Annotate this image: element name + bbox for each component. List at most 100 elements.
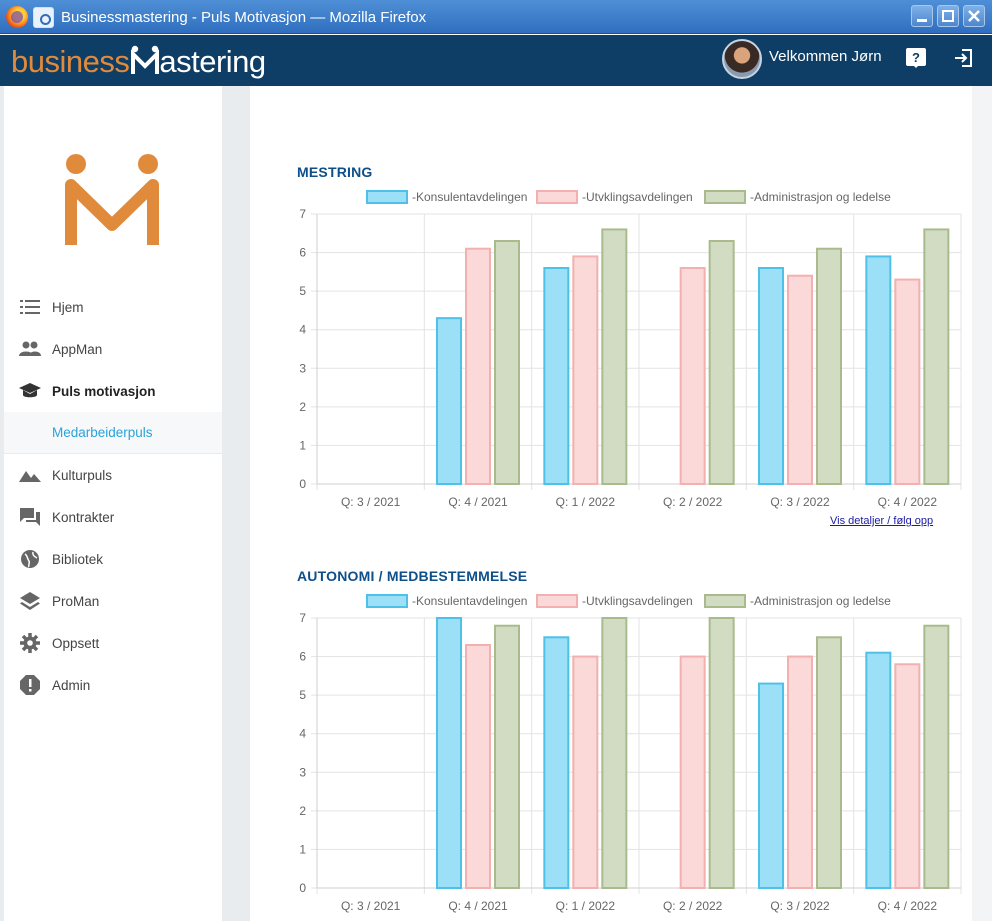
- chart-bar: [436, 617, 462, 889]
- y-tick-label: 7: [299, 611, 306, 625]
- sidebar-item-label: Kulturpuls: [52, 467, 113, 483]
- layers-icon: [18, 589, 42, 613]
- help-icon[interactable]: ?: [905, 47, 927, 69]
- legend-swatch: [366, 594, 408, 608]
- legend-swatch: [536, 190, 578, 204]
- close-button[interactable]: [963, 5, 985, 27]
- sidebar-item-label: Bibliotek: [52, 551, 104, 567]
- legend-swatch: [366, 190, 408, 204]
- list-icon: [18, 295, 42, 319]
- legend-swatch: [704, 190, 746, 204]
- chart-bar: [436, 317, 462, 485]
- sidebar-item-bibliotek[interactable]: Bibliotek: [4, 538, 222, 580]
- x-tick-label: Q: 1 / 2022: [556, 899, 616, 913]
- sidebar-item-label: Admin: [52, 677, 91, 693]
- company-logo: [65, 154, 159, 245]
- legend-label: -Konsulentavdelingen: [412, 190, 527, 204]
- details-link[interactable]: Vis detaljer / følg opp: [830, 515, 934, 527]
- chart-bar: [758, 267, 784, 485]
- legend-label: -Utvklingsavdelingen: [582, 190, 693, 204]
- globe-icon: [18, 547, 42, 571]
- legend-swatch: [704, 594, 746, 608]
- x-tick-label: Q: 4 / 2021: [448, 899, 508, 913]
- y-tick-label: 4: [299, 323, 306, 337]
- legend-label: -Konsulentavdelingen: [412, 594, 527, 608]
- chart-bar: [679, 267, 706, 485]
- brand-logo[interactable]: business astering: [11, 41, 266, 77]
- legend-swatch: [536, 594, 578, 608]
- close-icon: [968, 10, 980, 22]
- user-avatar[interactable]: [722, 39, 762, 79]
- chart-bar: [572, 255, 599, 485]
- y-tick-label: 1: [299, 842, 306, 856]
- x-tick-label: Q: 2 / 2022: [663, 495, 723, 509]
- y-tick-label: 3: [299, 361, 306, 375]
- sidebar-edge: [0, 86, 4, 921]
- chart-bar: [894, 663, 921, 889]
- chart-bar: [601, 228, 628, 485]
- x-tick-label: Q: 3 / 2022: [770, 495, 830, 509]
- legend-label: -Utvklingsavdelingen: [582, 594, 693, 608]
- page-scrollbar[interactable]: [972, 86, 992, 921]
- chart-bar: [816, 636, 842, 889]
- chart-bar: [494, 624, 520, 889]
- sidebar-item-label: ProMan: [52, 593, 100, 609]
- y-tick-label: 5: [299, 284, 306, 298]
- sidebar-item-hjem[interactable]: Hjem: [4, 286, 222, 328]
- chart-title-mestring: MESTRING: [297, 164, 373, 180]
- chart-bar: [465, 247, 491, 486]
- svg-text:?: ?: [912, 50, 920, 65]
- alert-icon: [18, 673, 42, 697]
- y-tick-label: 6: [299, 650, 306, 664]
- maximize-button[interactable]: [937, 5, 959, 27]
- chart-bar: [816, 247, 842, 486]
- x-tick-label: Q: 4 / 2022: [878, 495, 938, 509]
- chart-mestring: -Konsulentavdelingen -Utvklingsavdelingen…: [299, 190, 962, 509]
- app-header: business astering Velkommen Jørn ?: [0, 35, 992, 86]
- sidebar-item-kulturpuls[interactable]: Kulturpuls: [4, 454, 222, 496]
- sidebar-item-label: Medarbeiderpuls: [52, 425, 153, 440]
- logout-icon[interactable]: [953, 47, 975, 69]
- x-tick-label: Q: 1 / 2022: [556, 495, 616, 509]
- pin-tab-icon[interactable]: [33, 7, 54, 28]
- sidebar-item-admin[interactable]: Admin: [4, 664, 222, 706]
- x-tick-label: Q: 2 / 2022: [663, 899, 723, 913]
- gear-icon: [18, 631, 42, 655]
- y-tick-label: 6: [299, 246, 306, 260]
- sidebar-subitem-medarbeiderpuls[interactable]: Medarbeiderpuls: [4, 412, 222, 454]
- chart-bar: [708, 240, 735, 485]
- sidebar-item-kontrakter[interactable]: Kontrakter: [4, 496, 222, 538]
- y-tick-label: 3: [299, 765, 306, 779]
- chart-bar: [679, 655, 706, 889]
- sidebar-item-proman[interactable]: ProMan: [4, 580, 222, 622]
- sidebar-item-appman[interactable]: AppMan: [4, 328, 222, 370]
- legend-label: -Administrasjon og ledelse: [750, 594, 891, 608]
- chart-bar: [572, 655, 599, 889]
- people-icon: [18, 337, 42, 361]
- mountain-icon: [18, 463, 42, 487]
- firefox-icon: [6, 6, 28, 28]
- chat-icon: [18, 505, 42, 529]
- legend-label: -Administrasjon og ledelse: [750, 190, 891, 204]
- minimize-button[interactable]: [911, 5, 933, 27]
- sidebar-item-puls-motivasjon[interactable]: Puls motivasjon: [4, 370, 222, 412]
- y-tick-label: 1: [299, 438, 306, 452]
- brand-text-mastering: astering: [159, 44, 266, 79]
- chart-bar: [865, 255, 892, 485]
- welcome-text: Velkommen Jørn: [769, 48, 882, 65]
- x-tick-label: Q: 3 / 2021: [341, 899, 401, 913]
- y-tick-label: 2: [299, 400, 306, 414]
- chart-bar: [894, 278, 921, 485]
- chart-bar: [923, 624, 950, 889]
- chart-bar: [923, 228, 950, 485]
- graduation-cap-icon: [18, 379, 42, 403]
- chart-bar: [708, 617, 735, 889]
- window-titlebar: Businessmastering - Puls Motivasjon — Mo…: [0, 0, 992, 34]
- chart-bar: [865, 651, 892, 890]
- chart-bar: [543, 636, 570, 889]
- window-title: Businessmastering - Puls Motivasjon — Mo…: [61, 9, 427, 26]
- sidebar-item-label: Puls motivasjon: [52, 383, 156, 399]
- x-tick-label: Q: 3 / 2021: [341, 495, 401, 509]
- chart-bar: [465, 644, 491, 889]
- sidebar-item-oppsett[interactable]: Oppsett: [4, 622, 222, 664]
